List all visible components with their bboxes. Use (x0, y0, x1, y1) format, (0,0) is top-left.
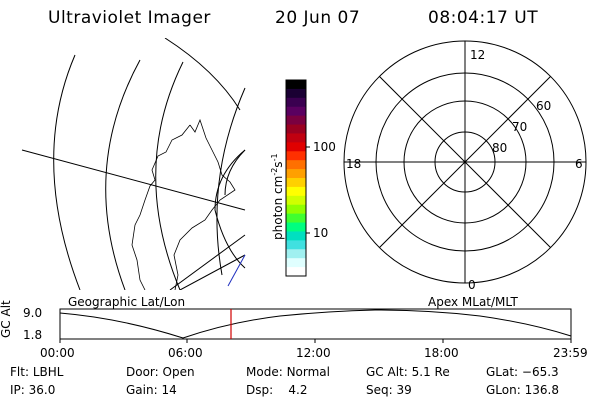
time-tick: 18:00 (424, 346, 459, 360)
latitude-circle (214, 149, 246, 269)
lat-label-70: 70 (512, 120, 528, 134)
instrument-title: Ultraviolet Imager (48, 8, 211, 28)
latitude-circle (224, 149, 246, 196)
geographic-map (21, 38, 246, 290)
ip-info: IP: 36.0 (10, 383, 56, 397)
date-label: 20 Jun 07 (275, 8, 361, 28)
terminator-line (227, 254, 246, 287)
colorbar-cell (286, 97, 306, 108)
colorbar-tick: 10 (313, 226, 329, 240)
longitude-line (179, 254, 246, 290)
colorbar-cell (286, 195, 306, 206)
mlt-label-12: 12 (470, 48, 486, 62)
gc-alt-info: GC Alt: 5.1 Re (366, 365, 450, 379)
time-tick: 23:59 (553, 346, 588, 360)
colorbar-cell (286, 222, 306, 232)
latitude-circle (53, 54, 81, 290)
colorbar-cell (286, 106, 306, 117)
colorbar-cell (286, 240, 306, 250)
time-tick: 06:00 (168, 346, 203, 360)
mlt-label-18: 18 (346, 157, 362, 171)
colorbar-cell (286, 151, 306, 161)
time-tick: 00:00 (40, 346, 75, 360)
altitude-tick-low: 1.8 (23, 328, 43, 342)
lat-label-60: 60 (536, 99, 552, 113)
time-label: 08:04:17 UT (428, 8, 539, 28)
colorbar-cell (286, 258, 306, 268)
lat-label-80: 80 (492, 141, 508, 155)
mode-info: Mode: Normal (246, 365, 330, 379)
gain-info: Gain: 14 (126, 383, 177, 397)
colorbar-cell (286, 178, 306, 188)
latitude-circle (105, 59, 141, 290)
latitude-circle (155, 61, 184, 290)
altitude-tick-high: 9.0 (23, 306, 43, 320)
longitude-line (164, 38, 241, 111)
mlt-label-6: 6 (575, 157, 583, 171)
geographic-label: Geographic Lat/Lon (68, 295, 186, 309)
door-info: Door: Open (126, 365, 195, 379)
colorbar-cell (286, 88, 306, 99)
colorbar-cell (286, 213, 306, 224)
colorbar-cell (286, 169, 306, 179)
mlt-label-0: 0 (468, 278, 476, 292)
filter-info: Flt: LBHL (10, 365, 64, 379)
colorbar-cell (286, 267, 306, 277)
polar-plot (343, 40, 587, 284)
colorbar-cell (286, 133, 306, 143)
time-tick: 12:00 (296, 346, 331, 360)
colorbar-cell (286, 115, 306, 126)
altitude-curve (59, 309, 572, 339)
longitude-line (21, 149, 246, 211)
latitude-circle (216, 87, 246, 276)
colorbar-cell (286, 249, 306, 259)
colorbar-cell (286, 80, 306, 90)
altitude-plot (59, 308, 572, 343)
colorbar-cell (286, 124, 306, 134)
dsp-info: Dsp: 4.2 (246, 383, 308, 397)
altitude-frame (59, 308, 572, 340)
colorbar-tick: 100 (313, 140, 336, 154)
colorbar-cell (286, 186, 306, 197)
glat-info: GLat: −65.3 (486, 365, 559, 379)
colorbar-cell (286, 204, 306, 215)
altitude-ylabel: GC Alt (0, 300, 13, 338)
longitude-line (169, 234, 246, 290)
colorbar-unit-label: photon cm-2s-1 (270, 153, 285, 240)
apex-label: Apex MLat/MLT (428, 295, 518, 309)
colorbar-cell (286, 231, 306, 241)
seq-info: Seq: 39 (366, 383, 412, 397)
colorbar-cell (286, 142, 306, 152)
colorbar-cell (286, 160, 306, 170)
coastline (131, 118, 236, 290)
glon-info: GLon: 136.8 (486, 383, 559, 397)
mlt-line (379, 76, 551, 248)
color-bar (285, 79, 310, 277)
